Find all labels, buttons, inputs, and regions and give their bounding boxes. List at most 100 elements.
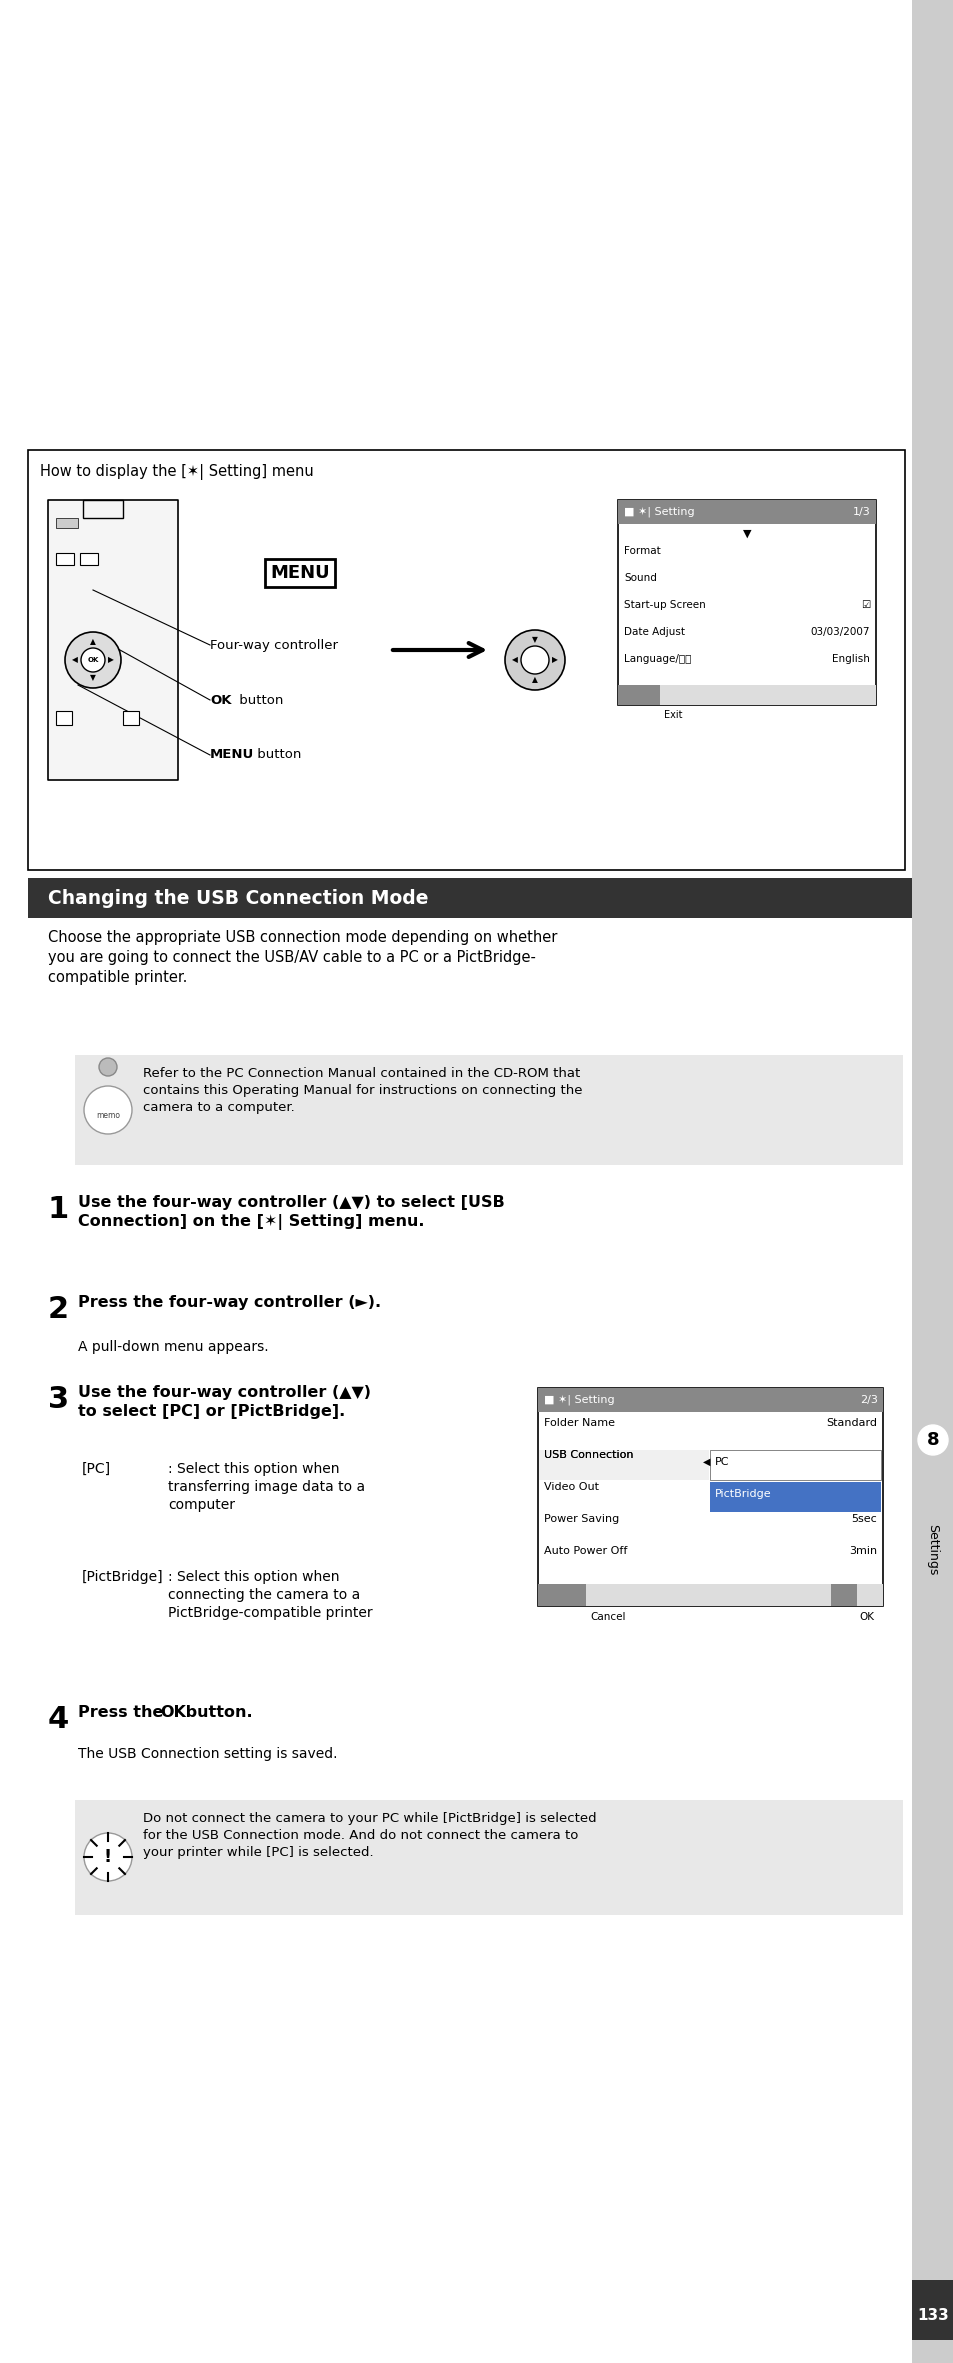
- Text: OK: OK: [160, 1706, 186, 1720]
- Text: !: !: [104, 1848, 112, 1867]
- Bar: [538, 1451, 708, 1479]
- Text: Refer to the PC Connection Manual contained in the CD-ROM that
contains this Ope: Refer to the PC Connection Manual contai…: [143, 1068, 582, 1113]
- Circle shape: [917, 1425, 947, 1456]
- Text: Do not connect the camera to your PC while [PictBridge] is selected
for the USB : Do not connect the camera to your PC whi…: [143, 1812, 596, 1860]
- Bar: [618, 685, 659, 704]
- Text: 5sec: 5sec: [850, 1515, 876, 1524]
- Text: button: button: [253, 749, 301, 761]
- Text: Language/言語: Language/言語: [623, 655, 691, 664]
- Bar: [709, 1482, 880, 1512]
- Text: MENU: MENU: [210, 749, 254, 761]
- Bar: [48, 501, 178, 780]
- Bar: [618, 501, 875, 704]
- Bar: [75, 1054, 902, 1165]
- Text: ◀: ◀: [72, 655, 78, 664]
- Text: Use the four-way controller (▲▼) to select [USB
Connection] on the [✶| Setting] : Use the four-way controller (▲▼) to sele…: [78, 1196, 504, 1231]
- Text: ▶: ▶: [552, 655, 558, 664]
- Bar: [75, 1801, 902, 1914]
- Text: Changing the USB Connection Mode: Changing the USB Connection Mode: [48, 888, 428, 907]
- Text: Choose the appropriate USB connection mode depending on whether
you are going to: Choose the appropriate USB connection mo…: [48, 931, 557, 985]
- Text: OK: OK: [88, 657, 98, 664]
- Text: : Select this option when
connecting the camera to a
PictBridge-compatible print: : Select this option when connecting the…: [168, 1569, 373, 1619]
- Text: Video Out: Video Out: [543, 1482, 598, 1491]
- Text: 2/3: 2/3: [860, 1394, 877, 1406]
- Text: [PC]: [PC]: [82, 1463, 111, 1477]
- Text: memo: memo: [96, 1111, 120, 1120]
- Text: ▼: ▼: [90, 673, 96, 683]
- FancyArrowPatch shape: [393, 643, 482, 657]
- Bar: [911, 2280, 953, 2339]
- Text: PictBridge: PictBridge: [714, 1489, 771, 1498]
- Text: Cancel: Cancel: [589, 1612, 625, 1621]
- Text: 1: 1: [48, 1196, 70, 1224]
- Text: A pull-down menu appears.: A pull-down menu appears.: [78, 1340, 269, 1354]
- Text: PC: PC: [714, 1458, 729, 1467]
- Bar: [537, 1387, 882, 1413]
- Circle shape: [520, 645, 548, 673]
- Bar: [830, 1583, 856, 1607]
- Bar: [80, 553, 98, 565]
- Text: 1/3: 1/3: [852, 508, 870, 517]
- Text: MENU: MENU: [270, 565, 330, 581]
- Text: Press the: Press the: [78, 1706, 169, 1720]
- Text: ◀: ◀: [512, 655, 517, 664]
- Text: 4: 4: [48, 1706, 70, 1734]
- Text: USB Connection: USB Connection: [543, 1451, 633, 1460]
- Text: Press the four-way controller (►).: Press the four-way controller (►).: [78, 1295, 381, 1309]
- Bar: [618, 501, 875, 525]
- Bar: [28, 879, 911, 917]
- Bar: [709, 1451, 880, 1479]
- Text: OK: OK: [858, 1612, 873, 1621]
- Circle shape: [84, 1087, 132, 1134]
- Text: ■ ✶| Setting: ■ ✶| Setting: [543, 1394, 614, 1406]
- Text: How to display the [✶| Setting] menu: How to display the [✶| Setting] menu: [40, 463, 314, 480]
- Text: MENU: MENU: [541, 1612, 572, 1621]
- Text: USB Connection: USB Connection: [543, 1451, 633, 1460]
- Text: ▼: ▼: [742, 529, 750, 539]
- Text: The USB Connection setting is saved.: The USB Connection setting is saved.: [78, 1746, 337, 1760]
- Text: OK: OK: [210, 692, 232, 707]
- Text: English: English: [831, 655, 869, 664]
- Bar: [56, 553, 74, 565]
- Text: ■ ✶| Setting: ■ ✶| Setting: [623, 506, 694, 517]
- Text: Start-up Screen: Start-up Screen: [623, 600, 705, 610]
- Text: button: button: [234, 692, 283, 707]
- Bar: [537, 1583, 882, 1607]
- Text: ◀: ◀: [702, 1458, 710, 1467]
- Text: Standard: Standard: [825, 1418, 876, 1427]
- Text: Date Adjust: Date Adjust: [623, 626, 684, 638]
- Circle shape: [99, 1059, 117, 1075]
- Text: 3min: 3min: [848, 1545, 876, 1555]
- Bar: [123, 711, 139, 725]
- Bar: [83, 501, 123, 517]
- Text: Power Saving: Power Saving: [543, 1515, 618, 1524]
- Bar: [56, 517, 78, 527]
- Text: ▶: ▶: [108, 655, 113, 664]
- Text: Four-way controller: Four-way controller: [210, 638, 337, 652]
- Text: 8: 8: [925, 1432, 939, 1449]
- Text: Settings: Settings: [925, 1524, 939, 1576]
- Text: : Select this option when
transferring image data to a
computer: : Select this option when transferring i…: [168, 1463, 365, 1512]
- Text: [PictBridge]: [PictBridge]: [82, 1569, 164, 1583]
- Circle shape: [504, 631, 564, 690]
- Text: OK: OK: [832, 1612, 847, 1621]
- Text: button.: button.: [180, 1706, 253, 1720]
- Bar: [618, 685, 875, 704]
- Text: MENU: MENU: [621, 711, 649, 718]
- Text: Folder Name: Folder Name: [543, 1418, 615, 1427]
- Circle shape: [65, 631, 121, 688]
- Bar: [911, 0, 953, 2363]
- Text: Exit: Exit: [663, 709, 681, 721]
- Text: 133: 133: [916, 2309, 948, 2323]
- Text: 2: 2: [48, 1295, 69, 1323]
- Text: Sound: Sound: [623, 572, 657, 584]
- Text: 3: 3: [48, 1385, 69, 1413]
- Text: ☑: ☑: [860, 600, 869, 610]
- Text: 03/03/2007: 03/03/2007: [810, 626, 869, 638]
- Text: ▲: ▲: [90, 638, 96, 647]
- Circle shape: [84, 1834, 132, 1881]
- Bar: [28, 449, 904, 870]
- Text: Format: Format: [623, 546, 660, 555]
- Bar: [56, 711, 71, 725]
- Bar: [265, 560, 335, 586]
